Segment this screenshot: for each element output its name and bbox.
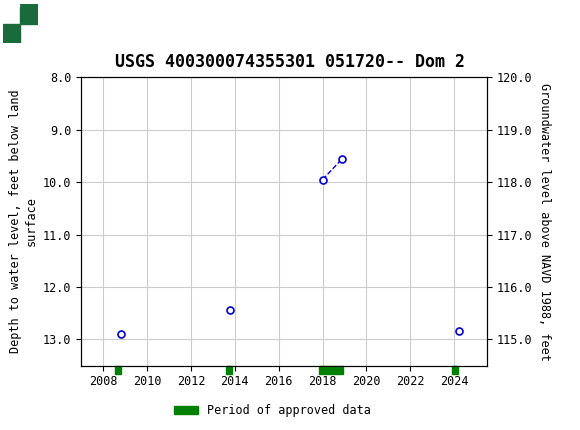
- Y-axis label: Groundwater level above NAVD 1988, feet: Groundwater level above NAVD 1988, feet: [538, 83, 551, 360]
- Text: USGS 400300074355301 051720-- Dom 2: USGS 400300074355301 051720-- Dom 2: [115, 53, 465, 71]
- Bar: [3, 4, 20, 24]
- FancyBboxPatch shape: [6, 4, 58, 41]
- Bar: [320, 366, 343, 374]
- Bar: [20, 4, 38, 24]
- Bar: [226, 366, 231, 374]
- Text: USGS: USGS: [75, 14, 130, 31]
- Bar: [3, 24, 20, 43]
- Y-axis label: Depth to water level, feet below land
surface: Depth to water level, feet below land su…: [9, 89, 38, 353]
- Bar: [20, 24, 38, 43]
- Bar: [115, 366, 121, 374]
- Legend: Period of approved data: Period of approved data: [169, 399, 376, 422]
- Bar: [452, 366, 458, 374]
